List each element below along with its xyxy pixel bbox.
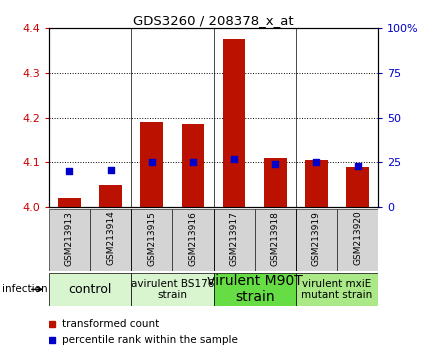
Text: GSM213914: GSM213914 — [106, 211, 115, 266]
FancyBboxPatch shape — [213, 273, 296, 306]
Point — [148, 160, 155, 165]
Point — [107, 167, 114, 172]
FancyBboxPatch shape — [296, 273, 378, 306]
FancyBboxPatch shape — [173, 209, 213, 271]
Bar — [141, 122, 163, 207]
FancyBboxPatch shape — [49, 273, 131, 306]
Bar — [346, 167, 369, 207]
FancyBboxPatch shape — [255, 209, 296, 271]
FancyBboxPatch shape — [296, 209, 337, 271]
Text: GSM213916: GSM213916 — [188, 211, 198, 266]
Text: GSM213920: GSM213920 — [353, 211, 362, 266]
Point — [313, 160, 320, 165]
Point — [66, 169, 73, 174]
Text: GSM213917: GSM213917 — [230, 211, 239, 266]
Text: GSM213919: GSM213919 — [312, 211, 321, 266]
Point — [190, 160, 196, 165]
Bar — [223, 40, 246, 207]
Text: percentile rank within the sample: percentile rank within the sample — [62, 335, 238, 345]
FancyBboxPatch shape — [49, 209, 90, 271]
FancyBboxPatch shape — [131, 273, 213, 306]
Bar — [264, 158, 286, 207]
Text: avirulent BS176
strain: avirulent BS176 strain — [131, 279, 214, 300]
Bar — [99, 185, 122, 207]
Point — [272, 161, 279, 167]
FancyBboxPatch shape — [131, 209, 173, 271]
FancyBboxPatch shape — [90, 209, 131, 271]
FancyBboxPatch shape — [337, 209, 378, 271]
Bar — [305, 160, 328, 207]
Text: virulent M90T
strain: virulent M90T strain — [207, 274, 303, 304]
Bar — [181, 124, 204, 207]
Text: GSM213913: GSM213913 — [65, 211, 74, 266]
Text: GSM213918: GSM213918 — [271, 211, 280, 266]
Point — [354, 163, 361, 169]
Text: virulent mxiE
mutant strain: virulent mxiE mutant strain — [301, 279, 373, 300]
Bar — [58, 198, 81, 207]
Text: infection: infection — [2, 284, 48, 295]
FancyBboxPatch shape — [213, 209, 255, 271]
Point — [231, 156, 238, 162]
Title: GDS3260 / 208378_x_at: GDS3260 / 208378_x_at — [133, 14, 294, 27]
Text: control: control — [68, 283, 112, 296]
Text: GSM213915: GSM213915 — [147, 211, 156, 266]
Text: transformed count: transformed count — [62, 319, 159, 329]
